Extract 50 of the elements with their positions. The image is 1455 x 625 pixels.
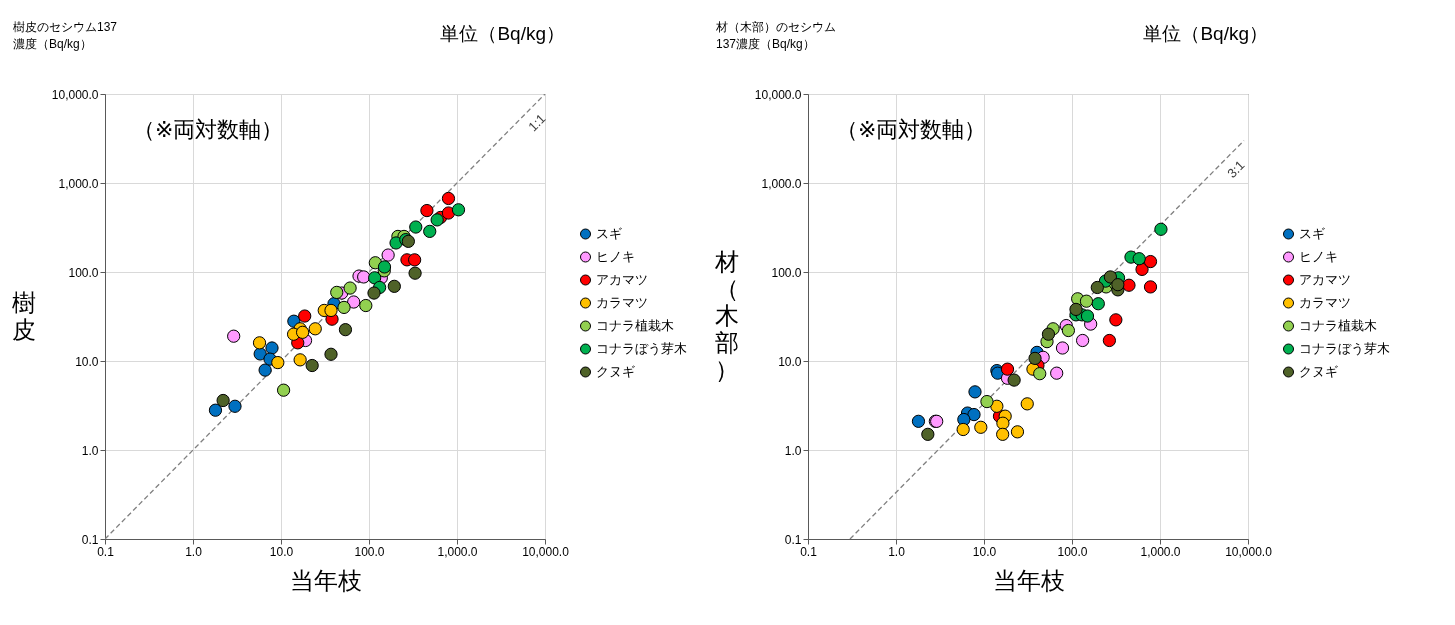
y-axis-title: 樹皮 bbox=[11, 288, 36, 343]
chart-title: 材（木部）のセシウム 137濃度（Bq/kg） bbox=[715, 20, 836, 51]
x-tick-label: 0.1 bbox=[97, 544, 115, 559]
legend-label: アカマツ bbox=[596, 272, 648, 287]
legend-label: ヒノキ bbox=[1299, 249, 1338, 264]
annotation: 1:1 bbox=[525, 110, 549, 135]
y-tick-label: 1,000.0 bbox=[761, 176, 802, 191]
y-tick-label: 10,000.0 bbox=[754, 87, 802, 102]
text: 単位（Bq/kg） bbox=[440, 23, 565, 44]
x-axis-title: 当年枝 bbox=[289, 566, 362, 594]
x-axis-title: 当年枝 bbox=[992, 566, 1065, 594]
x-tick-label: 1.0 bbox=[185, 544, 203, 559]
legend-label: クヌギ bbox=[596, 364, 635, 379]
y-tick-label: 100.0 bbox=[68, 265, 99, 280]
legend-label: カラマツ bbox=[1299, 295, 1351, 310]
x-tick-label: 1.0 bbox=[888, 544, 906, 559]
annotation: （※両対数軸） bbox=[133, 117, 284, 142]
x-tick-label: 100.0 bbox=[354, 544, 385, 559]
y-tick-label: 10,000.0 bbox=[51, 87, 99, 102]
x-tick-label: 100.0 bbox=[1057, 544, 1088, 559]
x-tick-label: 0.1 bbox=[800, 544, 818, 559]
y-tick-label: 1,000.0 bbox=[58, 176, 99, 191]
legend-label: コナラ植栽木 bbox=[596, 318, 674, 333]
legend-label: コナラぼう芽木 bbox=[1299, 341, 1390, 356]
legend-label: クヌギ bbox=[1299, 364, 1338, 379]
y-tick-label: 1.0 bbox=[784, 443, 802, 458]
x-tick-label: 1,000.0 bbox=[1140, 544, 1181, 559]
y-tick-label: 10.0 bbox=[75, 354, 99, 369]
y-tick-label: 0.1 bbox=[81, 532, 99, 547]
legend-label: アカマツ bbox=[1299, 272, 1351, 287]
x-tick-label: 10,000.0 bbox=[1225, 544, 1273, 559]
x-tick-label: 10,000.0 bbox=[522, 544, 570, 559]
y-tick-label: 10.0 bbox=[778, 354, 802, 369]
y-tick-label: 0.1 bbox=[784, 532, 802, 547]
text: 単位（Bq/kg） bbox=[1143, 23, 1268, 44]
x-tick-label: 10.0 bbox=[269, 544, 294, 559]
legend-label: コナラぼう芽木 bbox=[596, 341, 687, 356]
y-axis-title: 材（木部） bbox=[713, 248, 739, 383]
legend-label: ヒノキ bbox=[596, 249, 635, 264]
legend-label: カラマツ bbox=[596, 295, 648, 310]
legend-label: スギ bbox=[596, 226, 622, 241]
x-tick-label: 10.0 bbox=[972, 544, 997, 559]
y-tick-label: 1.0 bbox=[81, 443, 99, 458]
chart-title: 樹皮のセシウム137 濃度（Bq/kg） bbox=[13, 20, 118, 51]
legend-label: スギ bbox=[1299, 226, 1325, 241]
x-tick-label: 1,000.0 bbox=[437, 544, 478, 559]
legend-label: コナラ植栽木 bbox=[1299, 318, 1377, 333]
annotation: 3:1 bbox=[1224, 157, 1248, 181]
annotation: （※両対数軸） bbox=[836, 117, 987, 142]
y-tick-label: 100.0 bbox=[771, 265, 802, 280]
